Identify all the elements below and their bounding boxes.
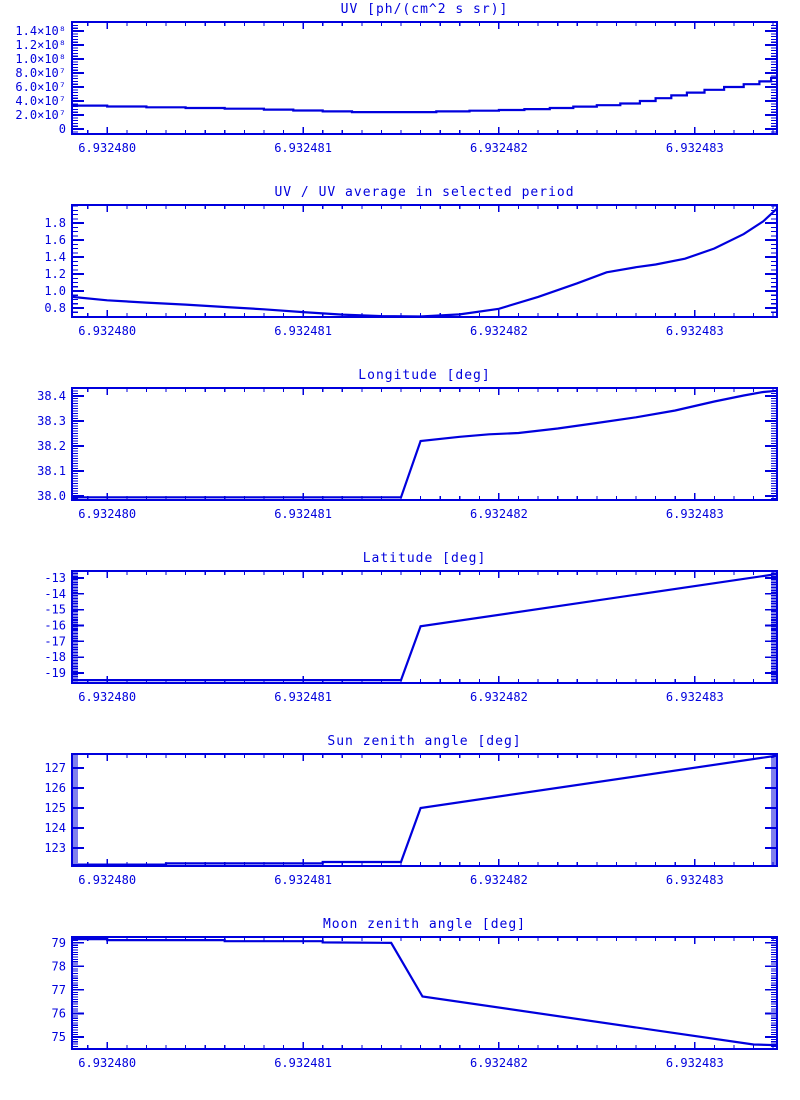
chart-block-longitude: Longitude [deg] 6.932480 6.932481 6.932482…	[0, 366, 800, 549]
uv-plot-canvas: 6.932480 6.932481 6.932482 6.932483 02.0×10⁷…	[15, 21, 778, 155]
chart-title-uv-ratio: UV / UV average in selected period	[274, 185, 575, 200]
x-tick-label: 6.932483	[666, 324, 724, 338]
y-tick-label: 78	[52, 959, 66, 973]
x-tick-label: 6.932481	[274, 1056, 332, 1070]
y-tick-label: -17	[44, 634, 66, 648]
y-tick-label: 38.4	[37, 389, 66, 403]
chart-block-uv-ratio: UV / UV average in selected period 6.932…	[0, 183, 800, 366]
x-tick-label: 6.932482	[470, 141, 528, 155]
y-tick-label: 123	[44, 841, 66, 855]
x-tick-label: 6.932480	[78, 1056, 136, 1070]
y-tick-label: -13	[44, 571, 66, 585]
y-tick-label: 1.4	[44, 250, 66, 264]
y-tick-label: 125	[44, 801, 66, 815]
chart-title-uv: UV [ph/(cm^2 s sr)]	[340, 2, 509, 17]
minor-ticks	[72, 387, 777, 500]
y-tick-label: -14	[44, 587, 66, 601]
y-tick-label: -16	[44, 619, 66, 633]
x-tick-label: 6.932483	[666, 141, 724, 155]
data-line	[72, 76, 777, 114]
x-tick-label: 6.932480	[78, 507, 136, 521]
y-tick-label: 126	[44, 781, 66, 795]
chart-title-sun-zenith: Sun zenith angle [deg]	[327, 734, 522, 749]
y-tick-label: 38.3	[37, 414, 66, 428]
x-tick-label: 6.932481	[274, 141, 332, 155]
chart-block-sun-zenith: Sun zenith angle [deg] 6.932480 6.932481 6…	[0, 732, 800, 915]
y-tick-label: 38.2	[37, 439, 66, 453]
y-tick-label: 38.1	[37, 464, 66, 478]
y-tick-label: 1.8	[44, 216, 66, 230]
chart-block-uv: UV [ph/(cm^2 s sr)] 6.932480 6.932481 6.93…	[0, 0, 800, 183]
x-tick-label: 6.932482	[470, 873, 528, 887]
x-tick-label: 6.932481	[274, 873, 332, 887]
data-line	[72, 389, 778, 499]
x-tick-label: 6.932482	[470, 690, 528, 704]
data-line	[72, 938, 778, 1047]
y-tick-label: 77	[52, 983, 66, 997]
x-tick-label: 6.932483	[666, 507, 724, 521]
y-tick-label: 2.0×10⁷	[15, 108, 66, 122]
axis-frame	[71, 570, 778, 684]
major-ticks	[72, 388, 777, 500]
latitude-plot-canvas: 6.932480 6.932481 6.932482 6.932483 -19 -18 -1…	[44, 570, 778, 704]
data-line	[72, 572, 778, 682]
x-tick-label: 6.932483	[666, 873, 724, 887]
axis-frame	[71, 387, 778, 501]
x-tick-label: 6.932483	[666, 1056, 724, 1070]
y-tick-label: 79	[52, 936, 66, 950]
chart-title-moon-zenith: Moon zenith angle [deg]	[322, 917, 526, 932]
y-tick-label: 6.0×10⁷	[15, 80, 66, 94]
x-tick-label: 6.932481	[274, 507, 332, 521]
x-tick-label: 6.932480	[78, 873, 136, 887]
x-tick-label: 6.932480	[78, 324, 136, 338]
y-tick-label: 1.2	[44, 267, 66, 281]
minor-ticks	[72, 22, 777, 134]
x-tick-label: 6.932481	[274, 324, 332, 338]
y-tick-label: 38.0	[37, 489, 66, 503]
y-tick-label: -18	[44, 650, 66, 664]
y-tick-label: 4.0×10⁷	[15, 94, 66, 108]
y-tick-label: -15	[44, 603, 66, 617]
y-tick-label: 1.4×10⁸	[15, 24, 66, 38]
x-tick-label: 6.932482	[470, 1056, 528, 1070]
y-tick-label: 76	[52, 1007, 66, 1021]
y-tick-label: 124	[44, 821, 66, 835]
axis-frame	[71, 936, 778, 1050]
minor-ticks	[72, 571, 777, 684]
x-tick-label: 6.932482	[470, 324, 528, 338]
longitude-plot-canvas: 6.932480 6.932481 6.932482 6.932483 38.0 38.1…	[37, 387, 778, 521]
chart-block-moon-zenith: Moon zenith angle [deg] 6.932480 6.932481…	[0, 915, 800, 1098]
y-tick-label: 0.8	[44, 301, 66, 315]
chart-block-latitude: Latitude [deg] 6.932480 6.932481 6.932482 6…	[0, 549, 800, 732]
major-ticks	[72, 22, 777, 134]
x-tick-label: 6.932482	[470, 507, 528, 521]
y-tick-label: 1.0	[44, 284, 66, 298]
data-line	[72, 754, 778, 866]
y-tick-label: 8.0×10⁷	[15, 66, 66, 80]
major-ticks	[72, 571, 777, 683]
y-tick-label: 127	[44, 761, 66, 775]
x-tick-label: 6.932480	[78, 690, 136, 704]
y-tick-label: 1.0×10⁸	[15, 52, 66, 66]
x-tick-label: 6.932483	[666, 690, 724, 704]
major-ticks	[72, 205, 777, 317]
major-ticks	[72, 937, 777, 1049]
uv-ratio-plot-canvas: 6.932480 6.932481 6.932482 6.932483 0.8 1.0 1.…	[44, 204, 778, 338]
axis-frame	[71, 21, 778, 135]
moon-zenith-plot-canvas: 6.932480 6.932481 6.932482 6.932483 75 76 77 78…	[52, 936, 778, 1070]
chart-title-longitude: Longitude [deg]	[358, 368, 491, 383]
data-line	[71, 207, 778, 318]
y-tick-label: 1.2×10⁸	[15, 38, 66, 52]
minor-ticks	[72, 205, 777, 318]
sun-zenith-plot-canvas: 6.932480 6.932481 6.932482 6.932483 123 124 12…	[44, 753, 778, 887]
chart-title-latitude: Latitude [deg]	[362, 551, 487, 566]
y-tick-label: 0	[59, 122, 66, 136]
y-tick-label: 1.6	[44, 233, 66, 247]
x-tick-label: 6.932480	[78, 141, 136, 155]
x-tick-label: 6.932481	[274, 690, 332, 704]
y-tick-label: 75	[52, 1030, 66, 1044]
y-tick-label: -19	[44, 666, 66, 680]
minor-ticks	[72, 937, 777, 1050]
